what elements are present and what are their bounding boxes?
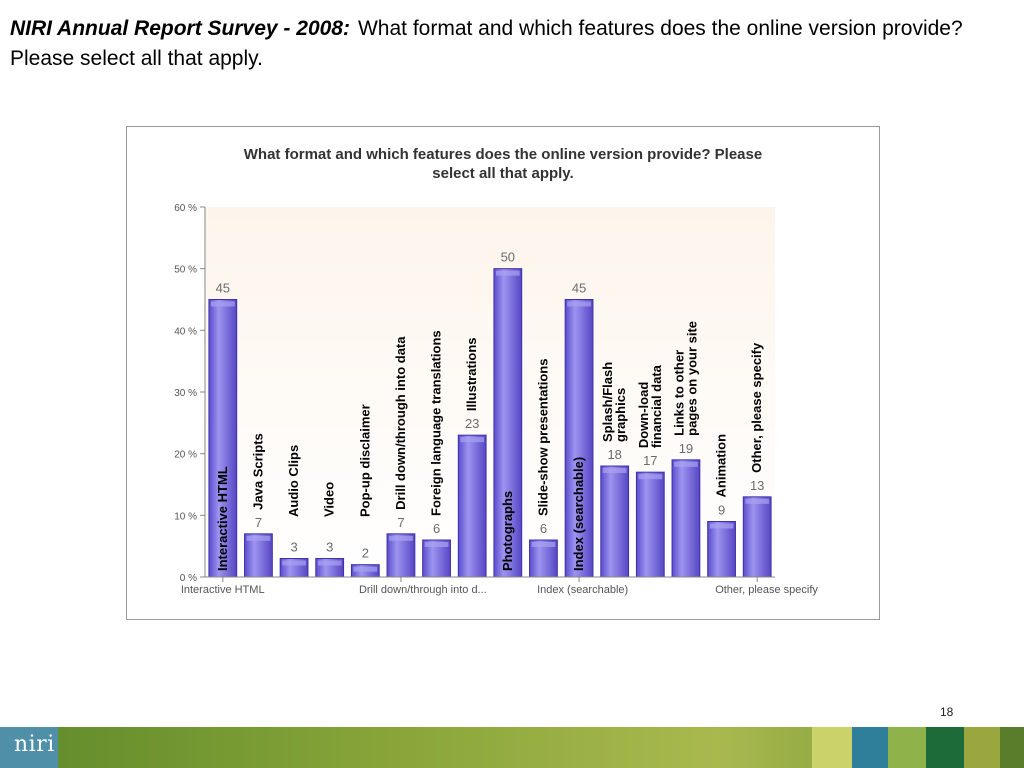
chart-title-line-1: What format and which features does the …: [244, 146, 762, 163]
category-label: Drill down/through into data: [393, 336, 408, 510]
value-label: 19: [679, 441, 693, 456]
y-tick-label: 50 %: [174, 265, 197, 276]
x-axis: Interactive HTML Drill down/through into …: [181, 576, 818, 596]
bar: [208, 299, 238, 578]
bar-highlight: [210, 301, 235, 307]
category-label: Down-load: [636, 382, 651, 448]
bars: 45 7 3 3 2 7 6 23 50 6 45 18 17 19 9 13 Interactive HTML…: [208, 250, 772, 578]
category-label: Other, please specify: [749, 342, 764, 473]
value-label: 45: [216, 281, 230, 296]
y-tick-label: 0 %: [180, 573, 197, 584]
chart-frame: What format and which features does the …: [126, 126, 880, 620]
bar-highlight: [709, 523, 734, 529]
bar-highlight: [389, 535, 413, 541]
bar-highlight: [353, 566, 378, 572]
bar: [742, 496, 772, 578]
category-label: Animation: [714, 434, 729, 498]
value-label: 6: [433, 521, 440, 536]
bar: [707, 521, 736, 578]
value-label: 9: [718, 503, 725, 518]
category-label: Index (searchable): [571, 457, 586, 571]
category-label: Photographs: [500, 491, 515, 571]
y-tick-label: 40 %: [174, 326, 197, 337]
bar: [635, 471, 665, 578]
bar: [493, 268, 523, 578]
category-label: Links to other: [671, 350, 686, 436]
x-tick-label: Interactive HTML: [181, 584, 265, 596]
category-label: Audio Clips: [286, 445, 301, 517]
bar: [600, 465, 630, 578]
category-label: Java Scripts: [250, 433, 265, 510]
bar-highlight: [460, 437, 485, 443]
bar-highlight: [531, 542, 556, 547]
y-axis: 0 % 10 % 20 % 30 % 40 % 50 % 60 %: [174, 203, 206, 584]
footer-band: [0, 727, 1024, 768]
category-label: Splash/Flash: [600, 362, 615, 442]
value-label: 3: [290, 540, 297, 555]
slide-title-question: What format and which features does the …: [10, 17, 963, 70]
x-tick-label: Index (searchable): [537, 584, 628, 596]
category-label: Illustrations: [464, 337, 479, 411]
value-label: 7: [397, 515, 404, 530]
x-tick-label: Drill down/through into d...: [359, 584, 487, 596]
value-label: 2: [362, 546, 369, 561]
chart-title-line-2: select all that apply.: [432, 165, 573, 182]
category-label: graphics: [613, 388, 628, 442]
bar-chart: What format and which features does the …: [174, 146, 818, 596]
y-tick-label: 20 %: [174, 450, 197, 461]
bar-highlight: [567, 301, 591, 307]
value-label: 6: [540, 521, 547, 536]
category-label: financial data: [649, 364, 664, 448]
category-label: Video: [322, 482, 337, 517]
bar-highlight: [674, 461, 698, 467]
value-label: 3: [326, 540, 333, 555]
value-label: 7: [255, 515, 262, 530]
value-label: 18: [607, 447, 621, 462]
bar-highlight: [424, 542, 449, 547]
y-tick-label: 30 %: [174, 388, 197, 399]
value-label: 50: [501, 250, 515, 265]
bar-highlight: [745, 498, 770, 504]
value-label: 23: [465, 416, 479, 431]
bar-highlight: [317, 560, 342, 566]
category-label: Interactive HTML: [215, 466, 230, 571]
bar-highlight: [246, 535, 271, 541]
category-label: Foreign language translations: [429, 330, 444, 516]
category-label: Slide-show presentations: [535, 359, 550, 516]
niri-logo: niri: [14, 732, 55, 757]
slide-title-lead: NIRI Annual Report Survey - 2008:: [10, 17, 350, 40]
value-label: 17: [643, 453, 657, 468]
page-number: 18: [940, 705, 954, 719]
value-label: 13: [750, 478, 764, 493]
bar: [564, 299, 594, 578]
bar: [671, 459, 701, 578]
category-label: pages on your site: [684, 321, 699, 436]
bar-highlight: [282, 560, 306, 566]
bar-highlight: [495, 270, 520, 276]
x-tick-label: Other, please specify: [715, 584, 818, 596]
bar-highlight: [638, 474, 663, 480]
slide-title: NIRI Annual Report Survey - 2008: What fo…: [10, 14, 1000, 74]
bar-highlight: [602, 468, 627, 473]
value-label: 45: [572, 281, 586, 296]
y-tick-label: 10 %: [174, 511, 197, 522]
y-tick-label: 60 %: [174, 203, 197, 214]
category-label: Pop-up disclaimer: [357, 404, 372, 517]
bar: [457, 434, 487, 578]
